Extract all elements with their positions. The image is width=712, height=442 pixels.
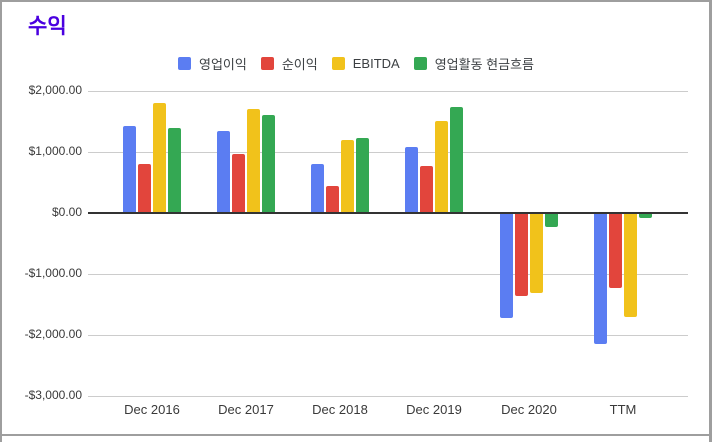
bar-ebitda-dec-2016[interactable] [153,103,166,213]
bar-operating-profit-dec-2016[interactable] [123,126,136,213]
bar-operating-profit-dec-2019[interactable] [405,147,418,213]
bar-operating-cash-flow-ttm[interactable] [639,214,652,218]
gridline-2000 [88,90,688,92]
x-axis-label-dec-2017: Dec 2017 [218,402,274,417]
y-axis-label--2000: -$2,000.00 [24,327,82,341]
card-border-right [709,0,712,442]
gridline--1000 [88,273,688,275]
legend-item-net-income: 순이익 [260,54,318,73]
bar-operating-profit-dec-2017[interactable] [217,131,230,213]
x-axis-label-dec-2019: Dec 2019 [406,402,462,417]
x-axis-label-ttm: TTM [609,402,637,417]
legend-swatch-operating-profit [178,56,191,70]
y-axis-label-1000: $1,000.00 [28,144,82,158]
legend-label-operating-cash-flow: 영업활동 현금흐름 [434,56,534,72]
bar-ebitda-dec-2018[interactable] [341,140,354,213]
bar-operating-cash-flow-dec-2020[interactable] [545,214,558,227]
bar-net-income-ttm[interactable] [609,214,622,288]
bar-operating-cash-flow-dec-2018[interactable] [356,138,369,213]
bottom-divider [0,434,712,436]
y-axis-label-2000: $2,000.00 [28,83,82,97]
bar-ebitda-dec-2020[interactable] [530,214,543,293]
gridline-1000 [88,151,688,153]
bar-net-income-dec-2020[interactable] [515,214,528,296]
x-axis-label-dec-2018: Dec 2018 [312,402,368,417]
gridline--2000 [88,334,688,336]
x-axis-label-dec-2016: Dec 2016 [124,402,180,417]
y-axis-label--1000: -$1,000.00 [24,266,82,280]
legend-label-operating-profit: 영업이익 [199,56,247,72]
x-axis-label-dec-2020: Dec 2020 [501,402,557,417]
legend-label-net-income: 순이익 [281,56,318,72]
card-border-left [0,0,2,442]
bar-operating-profit-dec-2020[interactable] [500,214,513,318]
legend-item-operating-cash-flow: 영업활동 현금흐름 [413,54,534,73]
gridline--3000 [88,395,688,397]
bar-operating-profit-dec-2018[interactable] [311,164,324,213]
bar-ebitda-ttm[interactable] [624,214,637,317]
y-axis-label-0: $0.00 [51,205,82,219]
card-border-top [0,0,712,2]
bar-net-income-dec-2019[interactable] [420,166,433,213]
bar-operating-cash-flow-dec-2016[interactable] [168,128,181,213]
legend-swatch-ebitda [331,56,345,70]
legend-item-ebitda: EBITDA [331,55,400,71]
bar-net-income-dec-2017[interactable] [232,154,245,213]
bar-ebitda-dec-2019[interactable] [435,121,448,213]
legend-swatch-net-income [260,56,274,70]
bar-net-income-dec-2016[interactable] [138,164,151,213]
legend-item-operating-profit: 영업이익 [178,54,247,73]
bar-ebitda-dec-2017[interactable] [247,109,260,213]
chart-title: 수익 [28,15,67,38]
chart-legend: 영업이익 순이익 EBITDA 영업활동 현금흐름 [0,52,712,74]
legend-swatch-operating-cash-flow [413,56,427,70]
bar-operating-profit-ttm[interactable] [594,214,607,344]
zero-axis-line [88,212,688,214]
bar-operating-cash-flow-dec-2019[interactable] [450,107,463,213]
bar-net-income-dec-2018[interactable] [326,186,339,213]
bar-operating-cash-flow-dec-2017[interactable] [262,115,275,213]
plot-area: $2,000.00 $1,000.00 $0.00 -$1,000.00 -$2,000… [25,83,688,417]
legend-label-ebitda: EBITDA [352,55,400,71]
y-axis-label--3000: -$3,000.00 [24,388,82,402]
